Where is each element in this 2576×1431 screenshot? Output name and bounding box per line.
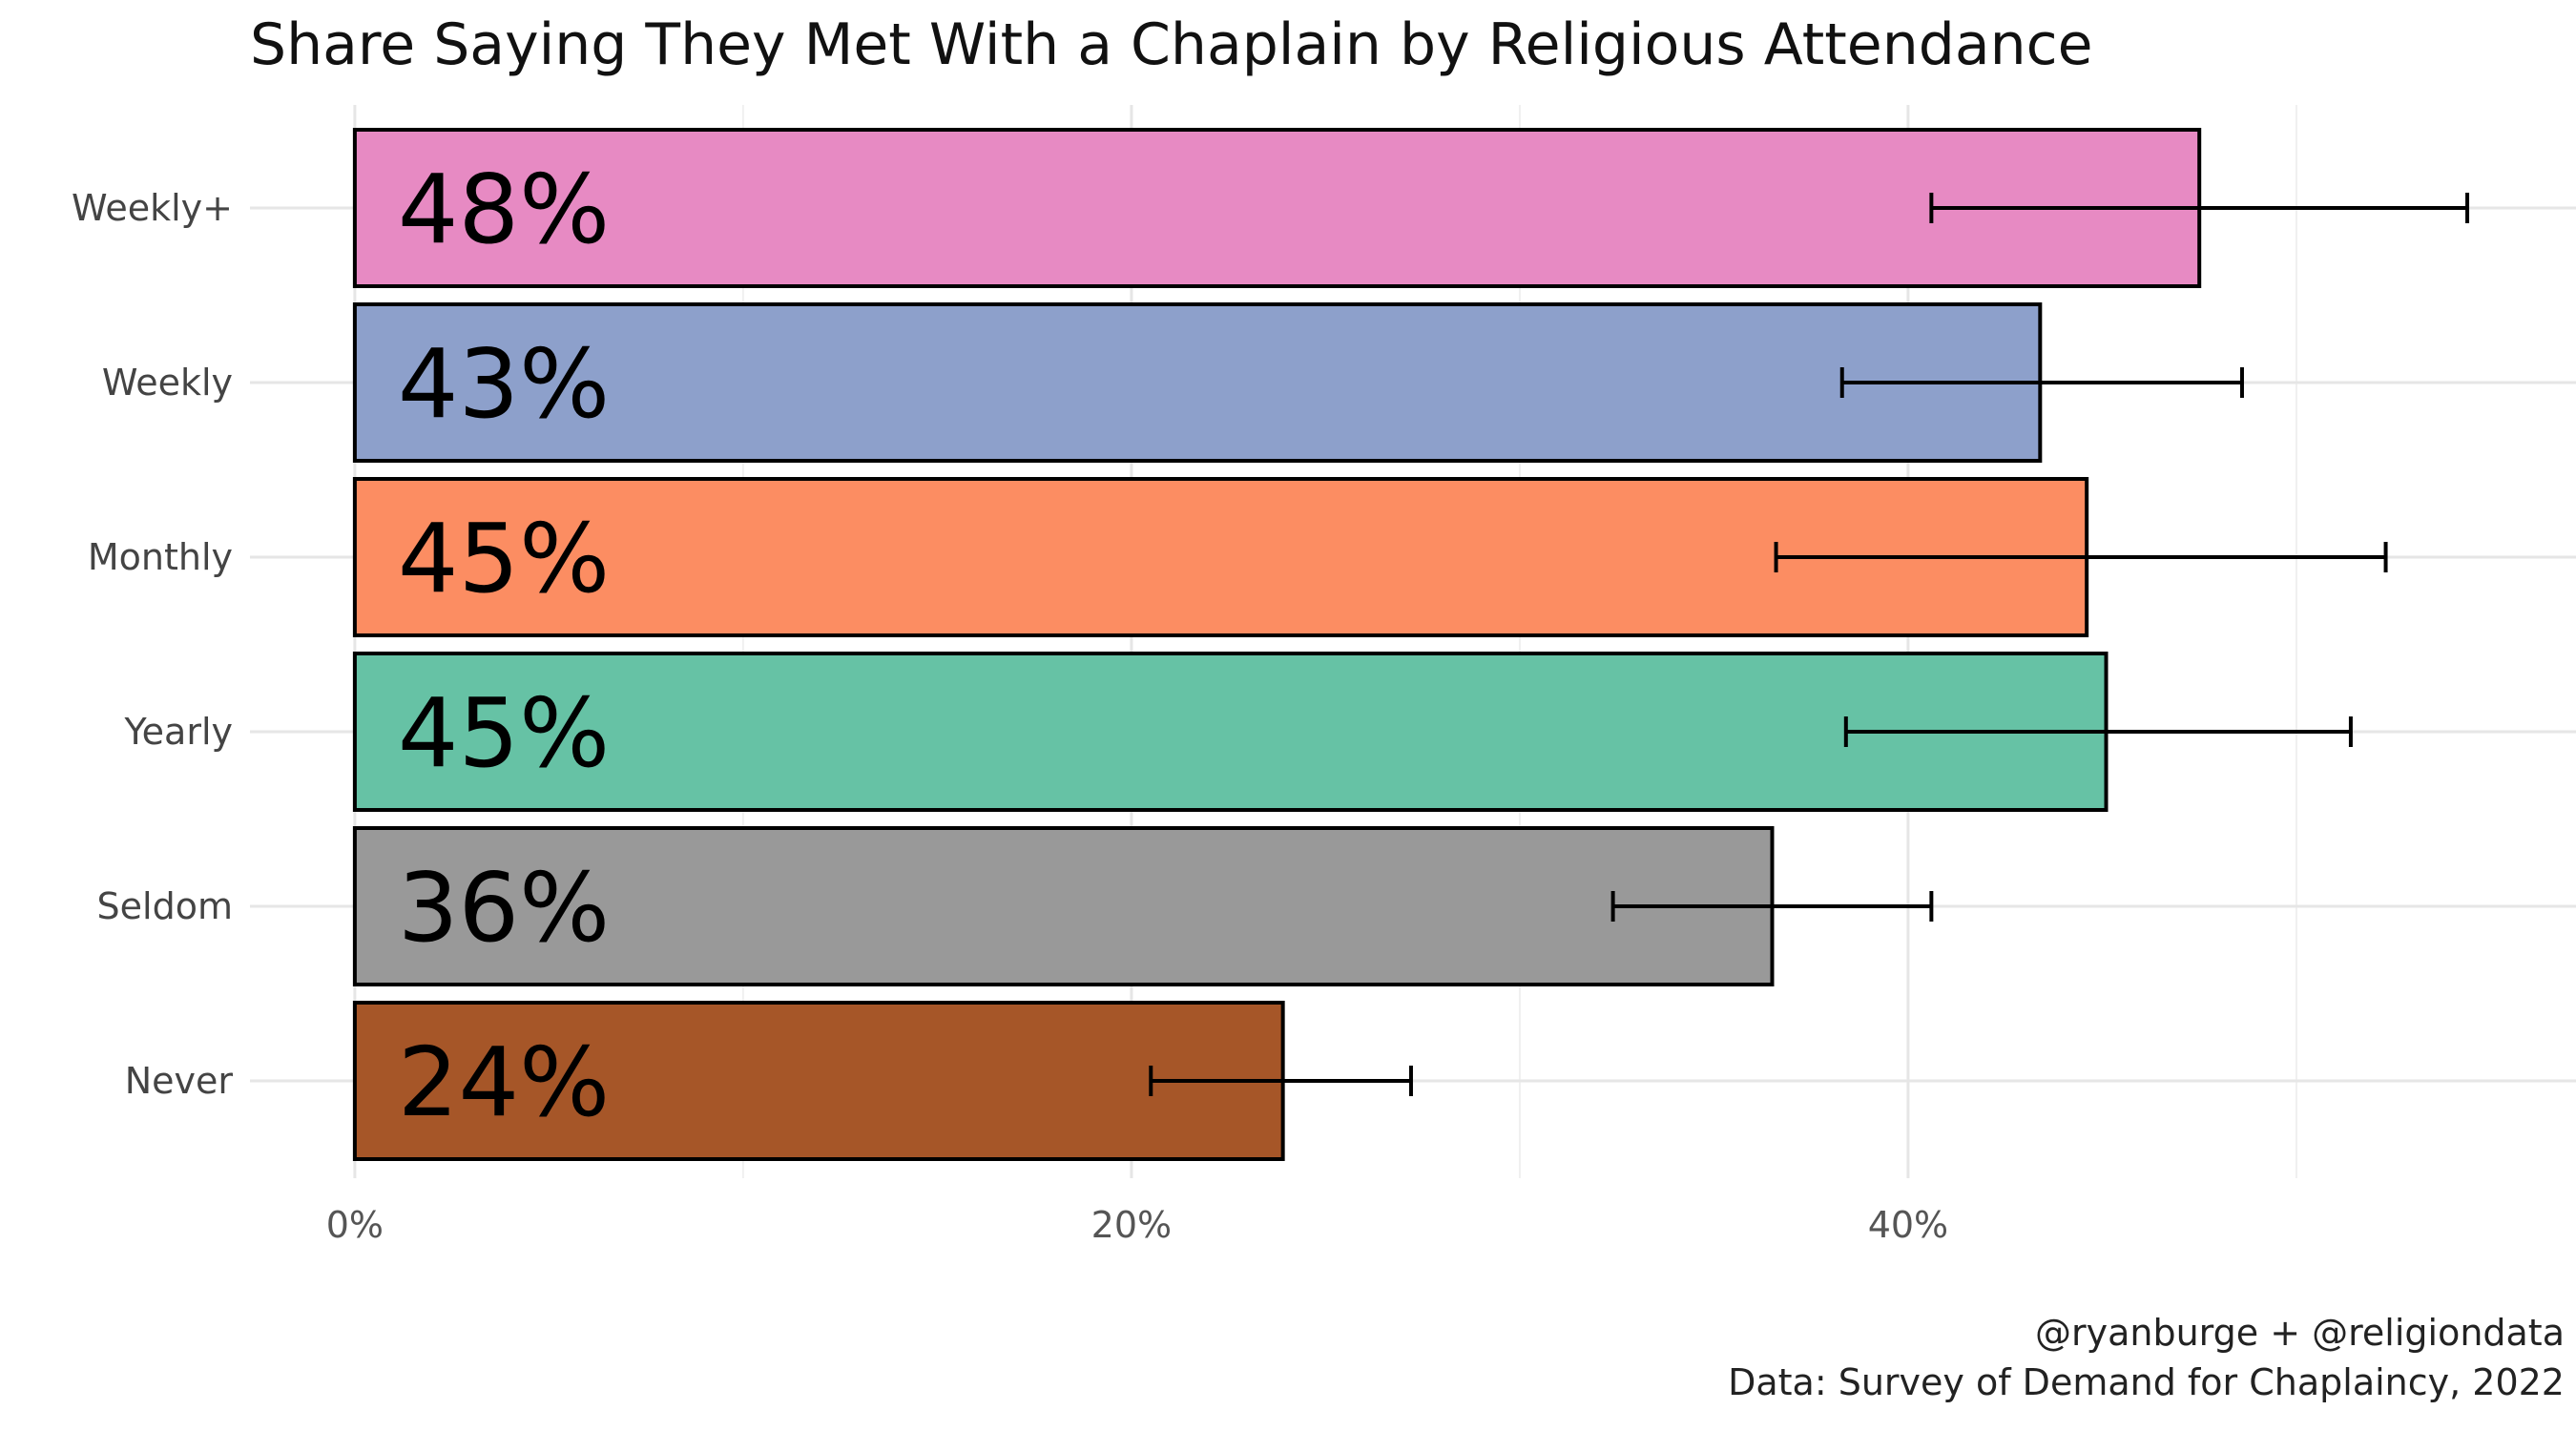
y-axis-label: Weekly <box>102 362 233 404</box>
y-axis-label: Weekly+ <box>72 187 233 229</box>
error-bar <box>1843 716 2353 747</box>
data-label: 24% <box>398 1027 610 1138</box>
chart-title: Share Saying They Met With a Chaplain by… <box>250 11 2093 78</box>
bars <box>352 128 2202 1161</box>
error-bar <box>1929 193 2470 223</box>
x-axis-tick-label: 20% <box>1091 1204 1172 1246</box>
bar-weekly <box>352 302 2043 463</box>
error-bar <box>1610 891 1934 922</box>
y-axis-label: Seldom <box>97 885 233 927</box>
x-axis-tick-label: 0% <box>326 1204 384 1246</box>
y-axis-label: Yearly <box>124 711 234 753</box>
x-axis-tick-label: 40% <box>1868 1204 1948 1246</box>
caption-handles: @ryanburge + @religiondata <box>2035 1312 2565 1354</box>
y-axis-label: Monthly <box>88 536 233 578</box>
error-bars <box>1149 193 2470 1096</box>
y-axis-label: Never <box>125 1060 234 1102</box>
bar-never <box>352 1001 1285 1161</box>
data-label: 43% <box>398 328 610 440</box>
data-label: 48% <box>398 154 610 265</box>
caption-source: Data: Survey of Demand for Chaplaincy, 2… <box>1728 1361 2565 1403</box>
x-axis-tick-labels: 0% 20% 40% <box>326 1204 1948 1246</box>
error-bar <box>1774 542 2388 572</box>
error-bar <box>1149 1066 1413 1096</box>
bar-yearly <box>352 652 2109 812</box>
data-label: 36% <box>398 852 610 964</box>
data-label: 45% <box>398 677 610 789</box>
error-bar <box>1839 367 2244 398</box>
bar-seldom <box>352 826 1775 986</box>
data-label: 45% <box>398 503 610 614</box>
data-labels: 48% 43% 45% 45% 36% 24% <box>398 154 610 1138</box>
y-axis-labels: Weekly+ Weekly Monthly Yearly Seldom Never <box>72 187 233 1102</box>
bar-weekly- <box>352 128 2202 288</box>
